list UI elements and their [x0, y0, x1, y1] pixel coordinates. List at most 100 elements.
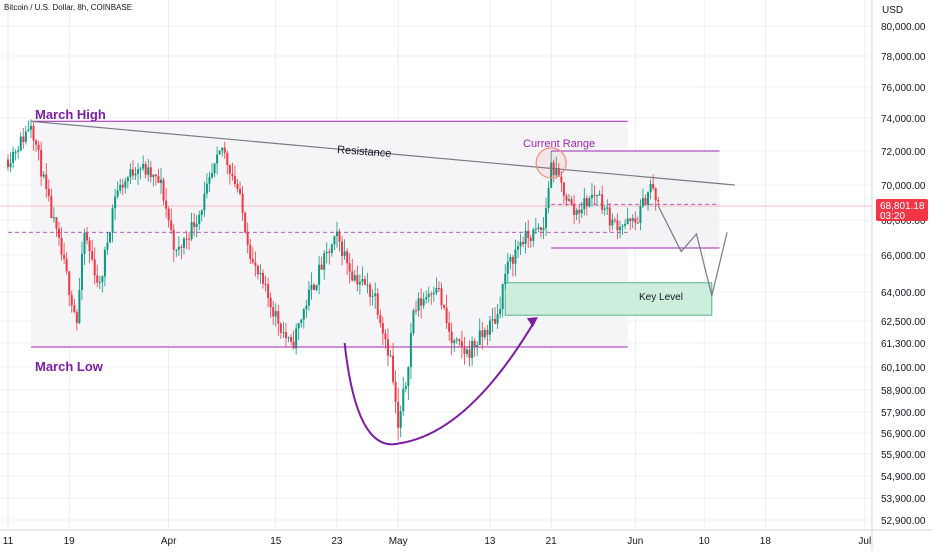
candle-body-219 [565, 195, 568, 201]
candle-body-144 [374, 293, 377, 296]
candle-body-138 [358, 282, 361, 285]
candle-body-0 [7, 159, 9, 168]
candle-body-14 [42, 174, 45, 177]
candle-body-178 [460, 341, 463, 348]
candle-body-7 [24, 131, 27, 142]
y-tick-label-14: 56,900.00 [881, 429, 926, 440]
candle-body-6 [22, 136, 25, 142]
candle-body-98 [256, 265, 259, 275]
candle-body-129 [335, 231, 338, 237]
x-tick-label-6: 13 [484, 536, 496, 547]
candle-body-251 [647, 192, 650, 205]
candle-body-64 [170, 220, 173, 231]
candle-body-105 [274, 311, 277, 317]
currency-label: USD [882, 5, 903, 16]
candle-body-59 [157, 176, 160, 183]
candle-body-60 [160, 179, 162, 183]
candle-body-145 [376, 293, 379, 315]
candle-body-217 [560, 176, 563, 183]
projection-path [657, 205, 728, 297]
y-tick-label-0: 80,000.00 [881, 22, 926, 33]
candle-body-197 [509, 257, 512, 262]
candle-body-19 [55, 217, 58, 229]
candle-body-24 [68, 271, 71, 296]
candle-body-173 [448, 322, 451, 332]
candle-body-193 [499, 309, 502, 315]
candle-body-246 [634, 218, 637, 223]
y-tick-label-13: 57,900.00 [881, 408, 926, 419]
candle-body-108 [282, 332, 285, 334]
candle-body-218 [562, 182, 565, 196]
price-badge: 68,801.18 03:20 [876, 199, 928, 222]
candle-body-69 [182, 238, 185, 248]
candle-body-150 [389, 355, 392, 357]
candle-body-146 [379, 314, 382, 324]
candle-body-172 [445, 307, 448, 323]
y-tick-label-17: 53,900.00 [881, 494, 926, 505]
candle-body-50 [134, 173, 137, 176]
candle-body-76 [200, 210, 203, 215]
candle-body-37 [101, 276, 104, 282]
y-tick-label-3: 74,000.00 [881, 114, 926, 125]
y-tick-label-16: 54,900.00 [881, 472, 926, 483]
candle-body-66 [175, 249, 178, 251]
candle-body-101 [264, 283, 267, 285]
candle-body-11 [35, 140, 38, 145]
candle-body-154 [399, 411, 402, 428]
candle-body-54 [144, 164, 147, 175]
candle-body-58 [154, 174, 157, 177]
candle-body-247 [636, 222, 639, 224]
candle-body-29 [80, 253, 83, 290]
candle-body-131 [341, 241, 344, 256]
candle-body-133 [346, 251, 349, 264]
candle-body-33 [91, 250, 94, 260]
y-tick-label-11: 60,100.00 [881, 363, 926, 374]
candle-body-185 [478, 330, 481, 345]
candle-body-122 [318, 264, 321, 285]
candle-body-26 [73, 305, 76, 312]
candle-body-209 [539, 227, 542, 230]
candle-body-223 [575, 209, 578, 215]
candle-body-17 [50, 196, 53, 219]
candle-body-232 [598, 194, 601, 196]
y-tick-label-6: 68,000.00 [881, 216, 926, 227]
candle-body-104 [272, 307, 275, 317]
x-tick-label-4: 23 [331, 536, 343, 547]
candle-body-88 [231, 173, 234, 177]
x-tick-label-11: Jul [858, 536, 871, 547]
candle-body-134 [348, 263, 351, 272]
candle-body-153 [397, 401, 400, 428]
candle-body-254 [654, 188, 657, 201]
candle-body-167 [432, 292, 435, 295]
candle-body-139 [361, 278, 364, 283]
candle-body-244 [629, 218, 632, 221]
candle-body-119 [310, 284, 313, 290]
candle-body-12 [37, 144, 40, 150]
candle-body-207 [534, 228, 537, 230]
y-tick-label-15: 55,900.00 [881, 450, 926, 461]
y-tick-label-2: 76,000.00 [881, 83, 926, 94]
y-tick-label-12: 58,900.00 [881, 386, 926, 397]
candle-body-96 [251, 259, 254, 263]
candle-body-27 [75, 311, 78, 323]
y-tick-label-10: 61,300.00 [881, 339, 926, 350]
recovery-arrow-curve [343, 318, 537, 446]
candle-body-97 [254, 262, 257, 266]
candle-body-177 [458, 339, 461, 342]
candle-body-201 [519, 241, 522, 247]
candle-body-72 [190, 222, 193, 240]
candle-body-90 [236, 183, 239, 189]
candle-body-234 [603, 208, 606, 210]
key-level-box [504, 282, 713, 316]
candle-body-40 [109, 232, 111, 243]
candle-body-56 [149, 167, 152, 178]
candle-body-132 [343, 251, 346, 256]
candle-body-199 [514, 249, 517, 264]
candle-body-143 [371, 295, 374, 297]
x-tick-label-10: 18 [760, 536, 772, 547]
price-badge-countdown: 03:20 [880, 211, 905, 222]
candle-body-67 [177, 246, 180, 250]
candle-body-152 [394, 381, 397, 402]
